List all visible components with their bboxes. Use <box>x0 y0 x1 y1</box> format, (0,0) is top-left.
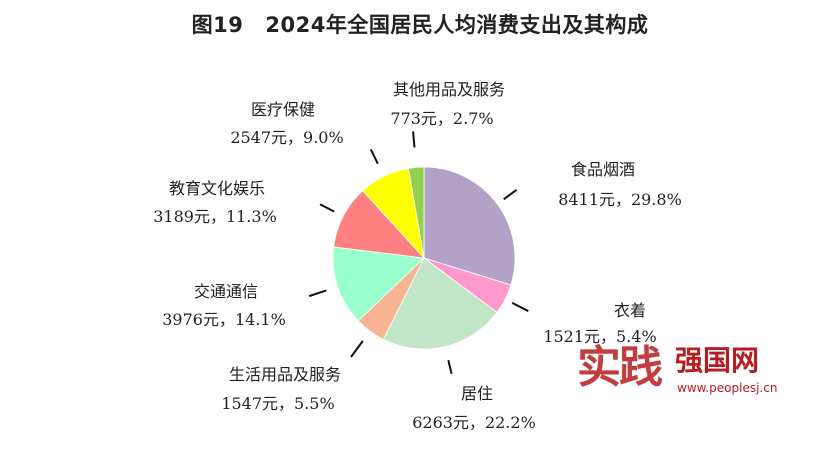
slice-name-label: 居住 <box>461 384 493 403</box>
logo-text: 强国网 <box>675 344 759 377</box>
slice-value-label: 773元，2.7% <box>390 109 493 128</box>
leader-line <box>350 340 364 358</box>
slice-value-label: 3976元，14.1% <box>162 310 286 329</box>
pie-slice <box>333 190 426 259</box>
leader-line <box>412 131 416 148</box>
slice-value-label: 8411元，29.8% <box>558 190 682 209</box>
pie-slice <box>332 246 425 322</box>
svg-text:实践: 实践 <box>577 342 663 393</box>
slice-value-label: 3189元，11.3% <box>153 207 277 226</box>
slice-name-label: 医疗保健 <box>251 100 315 119</box>
leader-line <box>447 359 453 374</box>
slice-name-label: 生活用品及服务 <box>229 365 341 384</box>
slice-labels: 食品烟酒 8411元，29.8% 衣着 1521元，5.4% 居住 6263元，… <box>153 80 682 432</box>
slice-value-label: 1521元，5.4% <box>543 327 656 346</box>
slice-name-label: 衣着 <box>614 301 646 320</box>
watermark-logo: 实践 强国网 www.peoplesj.cn <box>577 342 777 395</box>
chart-title: 图19 2024年全国居民人均消费支出及其构成 <box>150 8 690 40</box>
pie-slices <box>332 166 516 350</box>
slice-name-label: 食品烟酒 <box>571 160 635 179</box>
pie-slice <box>382 257 498 350</box>
leader-line <box>369 148 379 165</box>
leader-line <box>511 302 529 312</box>
title-text: 2024年全国居民人均消费支出及其构成 <box>265 13 649 37</box>
leader-line <box>503 189 518 201</box>
pie-slice <box>407 166 425 259</box>
slice-name-label: 其他用品及服务 <box>393 80 505 99</box>
slice-value-label: 2547元，9.0% <box>230 128 343 147</box>
slice-value-label: 1547元，5.5% <box>221 394 334 413</box>
pie-slice <box>423 166 516 286</box>
logo-url: www.peoplesj.cn <box>677 381 777 395</box>
figure-number: 图19 <box>191 13 244 37</box>
leader-lines <box>308 131 529 374</box>
leader-line <box>308 289 327 298</box>
slice-name-label: 交通通信 <box>194 282 258 301</box>
slice-name-label: 教育文化娱乐 <box>169 179 265 198</box>
calligraphy-logo-icon: 实践 <box>577 342 663 393</box>
leader-line <box>319 203 335 213</box>
slice-value-label: 6263元，22.2% <box>412 413 536 432</box>
